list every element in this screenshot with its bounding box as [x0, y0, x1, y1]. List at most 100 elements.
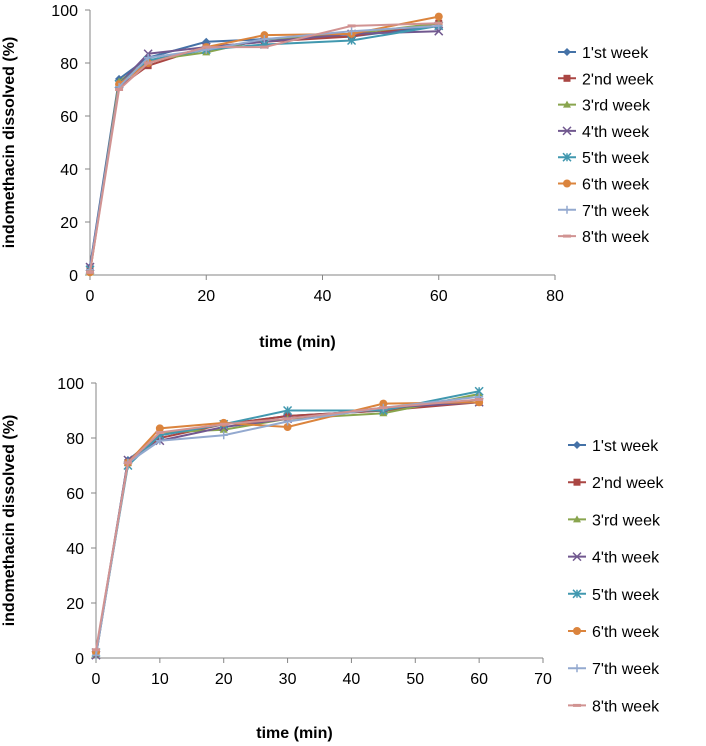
series-1 — [86, 21, 443, 272]
legend-label: 2'nd week — [582, 71, 655, 88]
data-point — [219, 431, 228, 440]
legend-label: 7'th week — [582, 203, 650, 220]
legend-item: 5'th week — [568, 587, 660, 604]
legend-marker — [572, 552, 582, 562]
data-point — [155, 436, 164, 445]
x-tick-label: 60 — [430, 288, 448, 305]
chart-2: 0 20 40 60 80 100 0 10 20 30 40 50 60 70 time (min) ind… — [1, 376, 665, 742]
legend-label: 5'th week — [592, 587, 660, 604]
legend-item: 8'th week — [558, 229, 650, 246]
legend-label: 7'th week — [592, 661, 660, 678]
data-point — [347, 24, 356, 28]
legend-marker — [562, 152, 572, 162]
legend-item: 6'th week — [568, 624, 660, 641]
data-point — [379, 406, 388, 410]
legend-marker — [563, 179, 571, 188]
legend-label: 8'th week — [582, 229, 650, 246]
legend-item: 7'th week — [568, 661, 660, 678]
series-4 — [85, 26, 444, 272]
x-tick-label: 40 — [314, 288, 332, 305]
legend-marker — [573, 664, 581, 673]
data-point — [144, 53, 153, 62]
legend-label: 2'nd week — [592, 475, 665, 492]
y-tick-label: 20 — [66, 596, 84, 613]
legend-label: 3'rd week — [592, 512, 661, 529]
series-8 — [92, 398, 484, 652]
x-tick-label: 50 — [406, 671, 424, 688]
y-axis-title: indomethacin dissolved (%) — [1, 37, 18, 249]
y-tick-label: 20 — [60, 215, 78, 232]
legend-label: 4'th week — [592, 550, 660, 567]
legend-marker — [563, 48, 571, 56]
x-tick-label: 0 — [92, 671, 101, 688]
data-point — [155, 431, 164, 434]
y-tick-label: 60 — [66, 486, 84, 503]
data-point — [123, 461, 132, 465]
legend-item: 3'rd week — [558, 98, 651, 115]
legend-marker — [563, 100, 571, 108]
data-point — [155, 424, 164, 433]
legend-item: 7'th week — [558, 203, 650, 220]
legend-label: 1'st week — [592, 438, 659, 455]
x-tick-label: 0 — [86, 288, 95, 305]
x-tick-label: 20 — [215, 671, 233, 688]
series-line — [89, 24, 439, 268]
legend-marker — [573, 515, 581, 523]
x-tick-label: 70 — [534, 671, 552, 688]
legend-marker — [572, 589, 582, 599]
series-line — [95, 393, 480, 656]
data-point — [144, 61, 153, 65]
x-tick-label: 30 — [279, 671, 297, 688]
legend-item: 5'th week — [558, 150, 650, 167]
y-tick-label: 100 — [57, 376, 84, 393]
series-2 — [86, 19, 443, 274]
data-point — [86, 270, 94, 274]
y-tick-label: 40 — [66, 541, 84, 558]
x-tick-label: 60 — [470, 671, 488, 688]
series-6 — [92, 398, 484, 657]
y-tick-label: 40 — [60, 162, 78, 179]
x-tick-label: 80 — [546, 288, 564, 305]
legend-item: 4'th week — [568, 550, 660, 567]
legend-item: 1'st week — [558, 45, 649, 62]
legend-item: 2'nd week — [568, 475, 665, 492]
legend-item: 8'th week — [568, 698, 660, 715]
legend-marker — [563, 205, 571, 214]
legend-label: 5'th week — [582, 150, 650, 167]
data-point — [92, 648, 100, 652]
legend-label: 1'st week — [582, 45, 649, 62]
y-tick-label: 80 — [60, 56, 78, 73]
legend-label: 6'th week — [582, 177, 650, 194]
data-point — [283, 423, 292, 431]
y-tick-label: 80 — [66, 431, 84, 448]
data-point — [92, 651, 100, 660]
y-tick-label: 100 — [51, 3, 78, 20]
legend-item: 3'rd week — [568, 512, 661, 529]
data-point — [219, 422, 228, 426]
legend-marker — [573, 478, 581, 486]
legend-label: 6'th week — [592, 624, 660, 641]
series-7 — [86, 21, 443, 274]
legend-marker — [563, 234, 571, 238]
data-point — [260, 35, 269, 44]
y-tick-label: 60 — [60, 109, 78, 126]
legend-marker — [573, 627, 581, 635]
legend-marker — [573, 441, 581, 449]
x-tick-label: 10 — [151, 671, 169, 688]
data-point — [475, 398, 484, 401]
legend-label: 8'th week — [592, 698, 660, 715]
x-tick-label: 20 — [197, 288, 215, 305]
data-point — [115, 88, 124, 91]
legend-label: 3'rd week — [582, 98, 651, 115]
y-axis-title: indomethacin dissolved (%) — [1, 415, 18, 627]
data-point — [283, 417, 292, 421]
data-point — [434, 21, 443, 25]
series-8 — [86, 21, 443, 274]
data-point — [379, 399, 388, 408]
legend-marker — [563, 74, 571, 82]
chart-1: 0 20 40 60 80 100 0 20 40 60 80 time (min) indometha… — [1, 3, 655, 351]
x-tick-label: 40 — [343, 671, 361, 688]
legend-marker — [573, 703, 581, 707]
data-point — [434, 12, 443, 21]
